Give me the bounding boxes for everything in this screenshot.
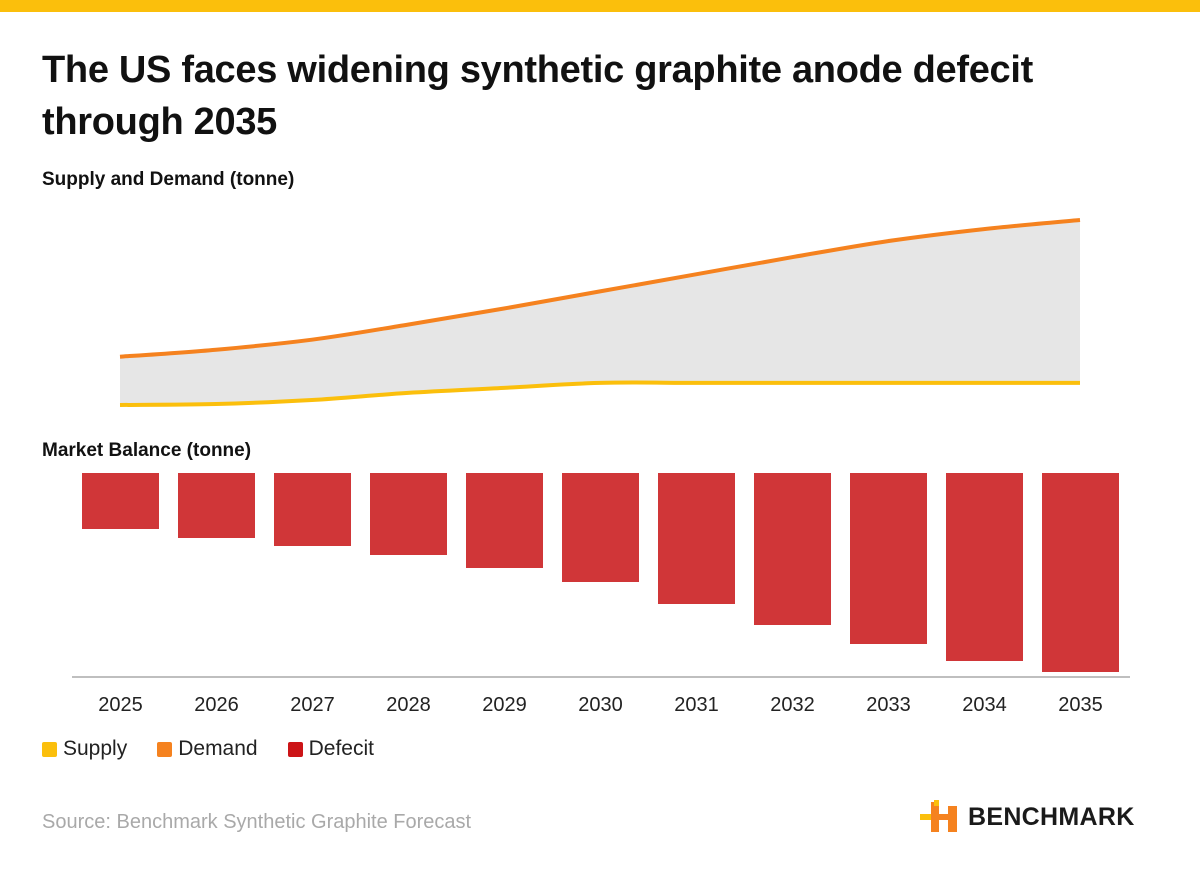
x-tick-label-2028: 2028 — [386, 694, 431, 716]
defecit-bar-2027 — [274, 473, 351, 546]
defecit-bar-2034 — [946, 473, 1023, 661]
legend-swatch-demand — [157, 742, 172, 757]
defecit-bar-2029 — [466, 473, 543, 568]
legend-item-supply: Supply — [42, 737, 127, 761]
benchmark-logo: BENCHMARK — [920, 800, 1135, 834]
defecit-bar-2028 — [370, 473, 447, 555]
logo-text: BENCHMARK — [968, 803, 1135, 832]
defecit-bar-2026 — [178, 473, 255, 538]
x-tick-label-2031: 2031 — [674, 694, 719, 716]
legend-swatch-supply — [42, 742, 57, 757]
legend-item-demand: Demand — [157, 737, 257, 761]
legend-swatch-defecit — [288, 742, 303, 757]
x-tick-label-2033: 2033 — [866, 694, 911, 716]
x-tick-label-2034: 2034 — [962, 694, 1007, 716]
defecit-bar-2035 — [1042, 473, 1119, 672]
legend: Supply Demand Defecit — [42, 737, 404, 761]
defecit-bar-2032 — [754, 473, 831, 625]
defecit-gap-area — [120, 220, 1080, 405]
x-tick-label-2032: 2032 — [770, 694, 815, 716]
x-tick-label-2029: 2029 — [482, 694, 527, 716]
defecit-bar-2033 — [850, 473, 927, 644]
legend-item-defecit: Defecit — [288, 737, 374, 761]
legend-label-demand: Demand — [178, 737, 257, 761]
x-tick-label-2030: 2030 — [578, 694, 623, 716]
x-tick-label-2027: 2027 — [290, 694, 335, 716]
benchmark-logo-icon — [920, 800, 960, 834]
x-tick-label-2025: 2025 — [98, 694, 143, 716]
legend-label-supply: Supply — [63, 737, 127, 761]
source-note: Source: Benchmark Synthetic Graphite For… — [42, 811, 471, 834]
x-tick-label-2026: 2026 — [194, 694, 239, 716]
defecit-bar-2031 — [658, 473, 735, 604]
legend-label-defecit: Defecit — [309, 737, 374, 761]
defecit-bar-2025 — [82, 473, 159, 529]
defecit-bar-2030 — [562, 473, 639, 582]
x-tick-label-2035: 2035 — [1058, 694, 1103, 716]
